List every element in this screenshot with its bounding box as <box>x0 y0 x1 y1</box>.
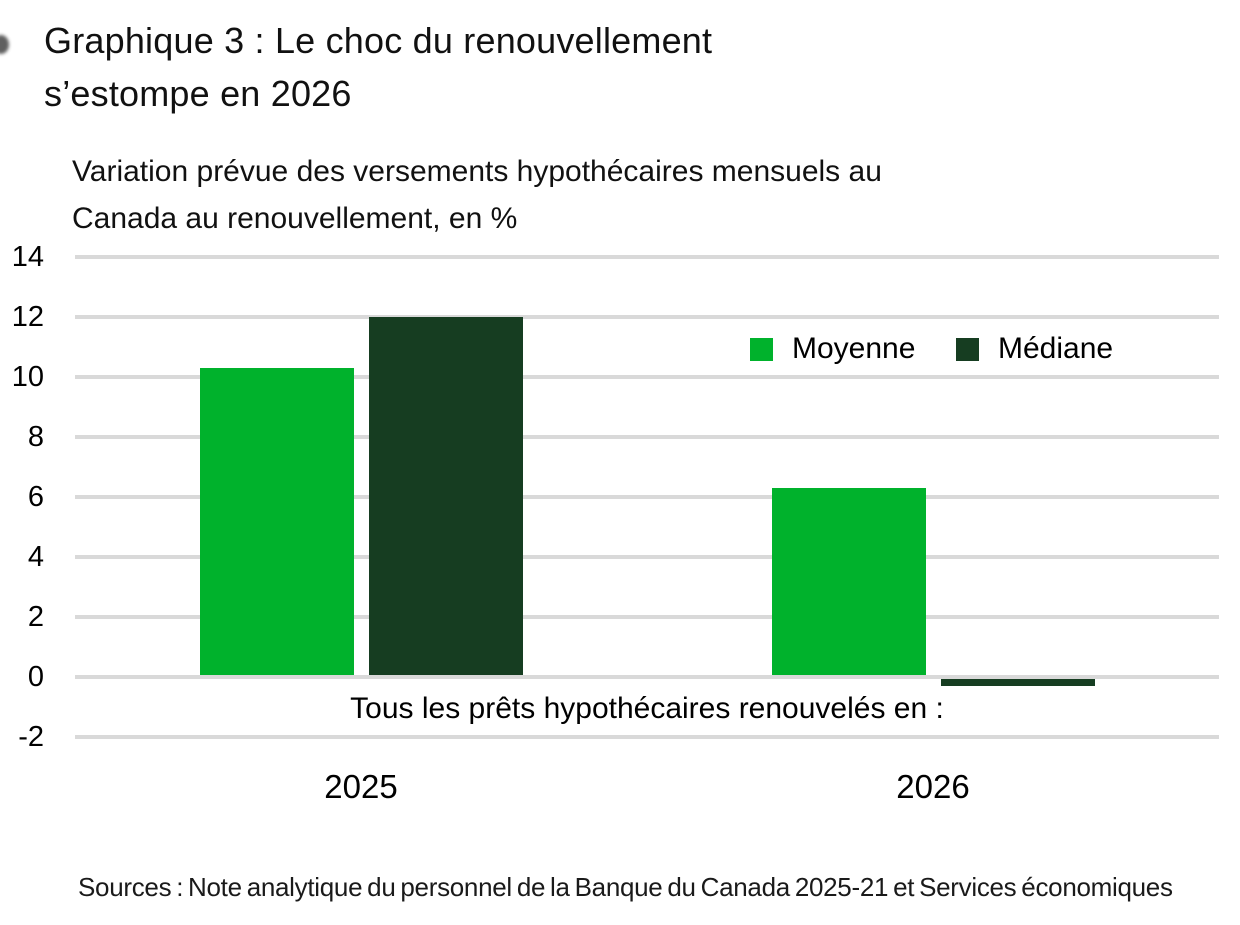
chart-subtitle-line1: Variation prévue des versements hypothéc… <box>72 155 882 188</box>
gridline-y-4 <box>75 555 1219 559</box>
bar-médiane-2025 <box>368 317 523 675</box>
gridline-y-8 <box>75 435 1219 439</box>
chart-title-line2: s’estompe en 2026 <box>44 73 352 114</box>
clipped-glyph-fragment <box>0 35 9 54</box>
chart-subtitle: Variation prévue des versements hypothéc… <box>72 148 882 242</box>
y-tick-label-8: 8 <box>27 421 44 453</box>
legend-label-mediane: Médiane <box>998 332 1114 365</box>
chart-title-line1: Graphique 3 : Le choc du renouvellement <box>44 20 713 61</box>
y-tick-label--2: -2 <box>18 721 44 753</box>
legend-label-moyenne: Moyenne <box>792 332 916 365</box>
category-label-2026: 2026 <box>896 768 970 805</box>
gridline-y-10 <box>75 375 1219 379</box>
y-tick-label-6: 6 <box>27 481 44 513</box>
y-tick-label-4: 4 <box>27 541 44 573</box>
bar-médiane-2026 <box>940 679 1095 686</box>
legend-item-moyenne: Moyenne <box>750 332 916 365</box>
y-tick-label-2: 2 <box>27 601 44 633</box>
chart-title: Graphique 3 : Le choc du renouvellement … <box>44 14 712 120</box>
chart-subtitle-line2: Canada au renouvellement, en % <box>72 202 518 235</box>
gridline-y-12 <box>75 315 1219 319</box>
source-note: Sources : Note analytique du personnel d… <box>78 872 1173 902</box>
y-tick-label-14: 14 <box>11 241 44 273</box>
legend-item-mediane: Médiane <box>956 332 1114 365</box>
y-tick-label-12: 12 <box>11 301 44 333</box>
gridline-y-0 <box>75 675 1219 679</box>
gridline-y--2 <box>75 735 1219 739</box>
category-label-2025: 2025 <box>324 768 398 805</box>
gridline-y-2 <box>75 615 1219 619</box>
y-tick-label-0: 0 <box>27 661 44 693</box>
legend-swatch-mediane <box>956 337 979 361</box>
bar-moyenne-2025 <box>199 368 354 675</box>
x-axis-label: Tous les prêts hypothécaires renouvelés … <box>350 692 944 725</box>
legend-swatch-moyenne <box>750 337 773 361</box>
gridline-y-6 <box>75 495 1219 499</box>
gridline-y-14 <box>75 255 1219 259</box>
bar-moyenne-2026 <box>771 488 926 675</box>
y-tick-label-10: 10 <box>11 361 44 393</box>
